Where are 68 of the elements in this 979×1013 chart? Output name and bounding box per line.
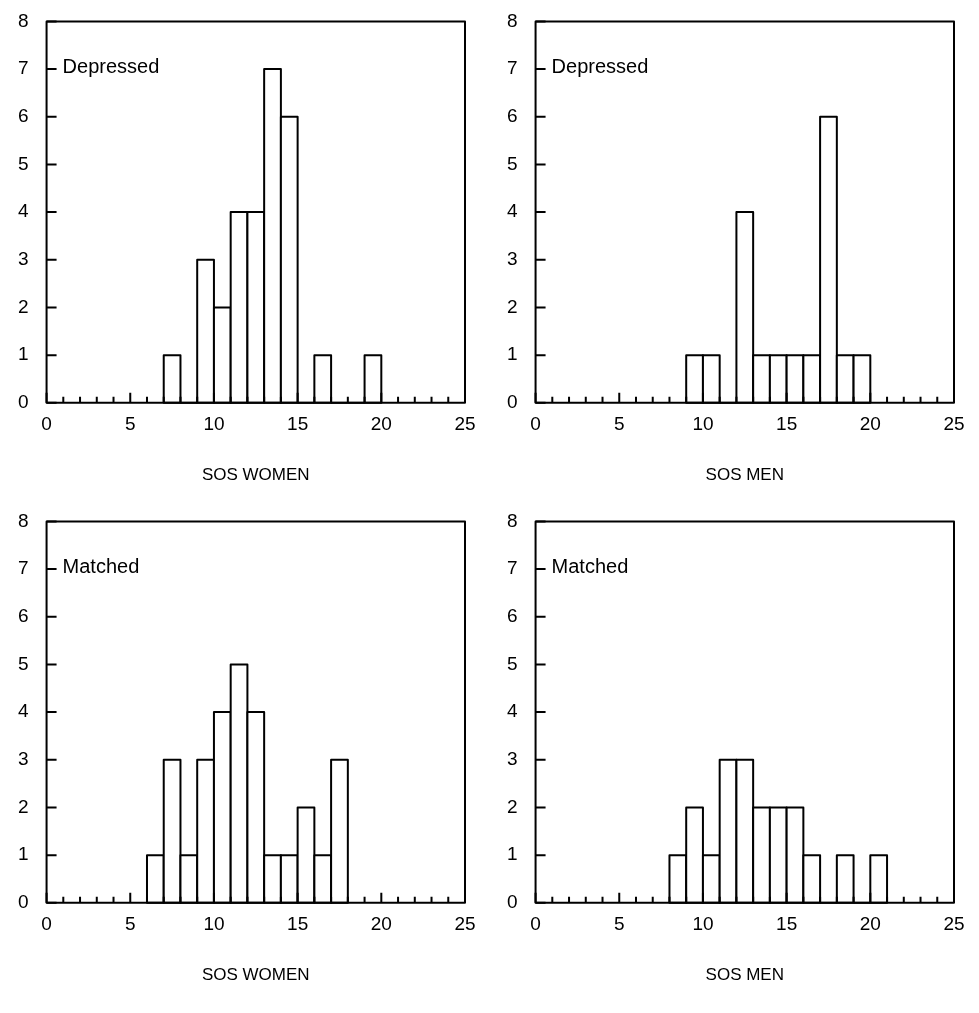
x-tick-label: 20 <box>859 413 881 435</box>
x-axis-title: SOS MEN <box>705 465 784 485</box>
x-tick-label: 10 <box>203 413 225 435</box>
x-tick-label: 25 <box>454 913 476 935</box>
x-tick-label: 20 <box>859 913 881 935</box>
x-tick-label: 15 <box>287 413 309 435</box>
x-tick-label: 0 <box>41 413 52 435</box>
y-tick-label: 8 <box>506 9 518 31</box>
x-tick-label: 25 <box>943 913 965 935</box>
x-axis-title: SOS WOMEN <box>201 465 310 485</box>
x-tick-label: 10 <box>692 413 714 435</box>
x-tick-label: 5 <box>613 913 625 935</box>
annotation: Depressed <box>551 54 649 77</box>
y-tick-label: 5 <box>506 152 518 174</box>
y-tick-label: 2 <box>506 295 518 317</box>
x-tick-label: 5 <box>124 413 136 435</box>
y-tick-label: 5 <box>17 652 29 674</box>
y-tick-label: 4 <box>506 200 518 222</box>
x-tick-label: 25 <box>454 413 476 435</box>
annotation: Matched <box>551 554 629 577</box>
y-tick-label: 6 <box>506 104 518 126</box>
y-tick-label: 6 <box>506 604 518 626</box>
y-tick-label: 0 <box>506 891 518 913</box>
annotation: Matched <box>62 554 140 577</box>
x-tick-label: 15 <box>776 413 798 435</box>
x-tick-label: 0 <box>41 913 52 935</box>
y-tick-label: 1 <box>17 843 29 865</box>
y-tick-label: 2 <box>17 795 29 817</box>
x-tick-label: 15 <box>776 913 798 935</box>
x-axis-title: SOS MEN <box>705 965 784 985</box>
y-tick-label: 5 <box>506 652 518 674</box>
x-tick-label: 10 <box>203 913 225 935</box>
y-tick-label: 1 <box>506 843 518 865</box>
x-axis-title: SOS WOMEN <box>201 965 310 985</box>
y-tick-label: 5 <box>17 152 29 174</box>
y-tick-label: 6 <box>17 604 29 626</box>
y-tick-label: 7 <box>17 557 29 579</box>
y-tick-label: 3 <box>506 248 518 270</box>
x-tick-label: 10 <box>692 913 714 935</box>
y-tick-label: 0 <box>506 391 518 413</box>
y-tick-label: 7 <box>506 557 518 579</box>
annotation: Depressed <box>62 54 160 77</box>
y-tick-label: 8 <box>17 9 29 31</box>
y-tick-label: 7 <box>17 57 29 79</box>
y-tick-label: 3 <box>17 248 29 270</box>
x-tick-label: 20 <box>370 413 392 435</box>
y-tick-label: 3 <box>506 748 518 770</box>
y-tick-label: 0 <box>17 891 29 913</box>
y-tick-label: 2 <box>506 795 518 817</box>
x-tick-label: 0 <box>530 913 541 935</box>
x-tick-label: 20 <box>370 913 392 935</box>
y-tick-label: 3 <box>17 748 29 770</box>
y-tick-label: 8 <box>17 509 29 531</box>
y-tick-label: 1 <box>17 343 29 365</box>
y-tick-label: 6 <box>17 104 29 126</box>
y-tick-label: 8 <box>506 509 518 531</box>
y-tick-label: 0 <box>17 391 29 413</box>
x-tick-label: 5 <box>124 913 136 935</box>
x-tick-label: 5 <box>613 413 625 435</box>
y-tick-label: 4 <box>17 700 29 722</box>
y-tick-label: 4 <box>17 200 29 222</box>
x-tick-label: 25 <box>943 413 965 435</box>
y-tick-label: 2 <box>17 295 29 317</box>
y-tick-label: 4 <box>506 700 518 722</box>
x-tick-label: 0 <box>530 413 541 435</box>
y-tick-label: 7 <box>506 57 518 79</box>
x-tick-label: 15 <box>287 913 309 935</box>
y-tick-label: 1 <box>506 343 518 365</box>
